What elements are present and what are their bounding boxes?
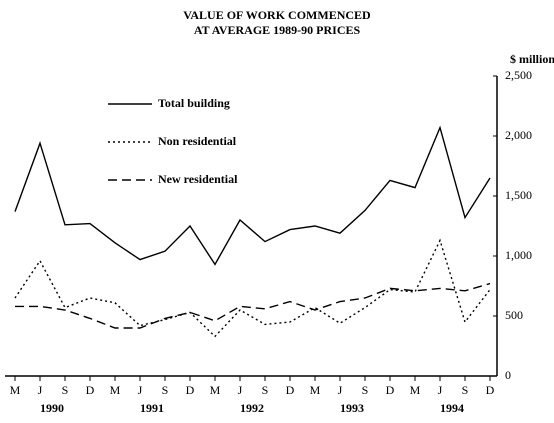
x-tick-label: D bbox=[386, 383, 395, 397]
x-tick-label: M bbox=[410, 383, 421, 397]
legend-label: Total building bbox=[158, 96, 230, 110]
chart-title: VALUE OF WORK COMMENCED bbox=[183, 8, 371, 22]
y-tick-label: 500 bbox=[505, 308, 523, 322]
year-label: 1990 bbox=[40, 401, 64, 415]
legend-label: Non residential bbox=[158, 134, 237, 148]
year-label: 1992 bbox=[240, 401, 264, 415]
y-tick-label: 0 bbox=[505, 368, 511, 382]
x-tick-label: D bbox=[186, 383, 195, 397]
legend-label: New residential bbox=[158, 172, 238, 186]
x-tick-label: M bbox=[310, 383, 321, 397]
x-tick-label: J bbox=[338, 383, 343, 397]
series-line bbox=[14, 125, 491, 266]
x-tick-label: M bbox=[110, 383, 121, 397]
x-tick-label: J bbox=[38, 383, 43, 397]
series-line bbox=[15, 282, 491, 329]
x-tick-label: S bbox=[62, 383, 69, 397]
y-tick-label: 2,000 bbox=[505, 128, 532, 142]
x-tick-label: J bbox=[138, 383, 143, 397]
y-tick-label: 1,500 bbox=[505, 188, 532, 202]
x-tick-label: J bbox=[238, 383, 243, 397]
x-tick-label: M bbox=[210, 383, 221, 397]
x-tick-label: J bbox=[438, 383, 443, 397]
x-tick-label: D bbox=[86, 383, 95, 397]
y-tick-label: 1,000 bbox=[505, 248, 532, 262]
year-label: 1993 bbox=[340, 401, 364, 415]
x-tick-label: D bbox=[286, 383, 295, 397]
series-line bbox=[14, 238, 491, 338]
x-tick-label: S bbox=[262, 383, 269, 397]
year-label: 1991 bbox=[140, 401, 164, 415]
year-label: 1994 bbox=[440, 401, 464, 415]
y-tick-label: 2,500 bbox=[505, 68, 532, 82]
x-tick-label: S bbox=[362, 383, 369, 397]
x-tick-label: S bbox=[162, 383, 169, 397]
x-tick-label: S bbox=[462, 383, 469, 397]
x-tick-label: M bbox=[10, 383, 21, 397]
x-tick-label: D bbox=[486, 383, 495, 397]
y-axis-label: $ million bbox=[510, 52, 554, 66]
chart-subtitle: AT AVERAGE 1989-90 PRICES bbox=[194, 23, 361, 37]
